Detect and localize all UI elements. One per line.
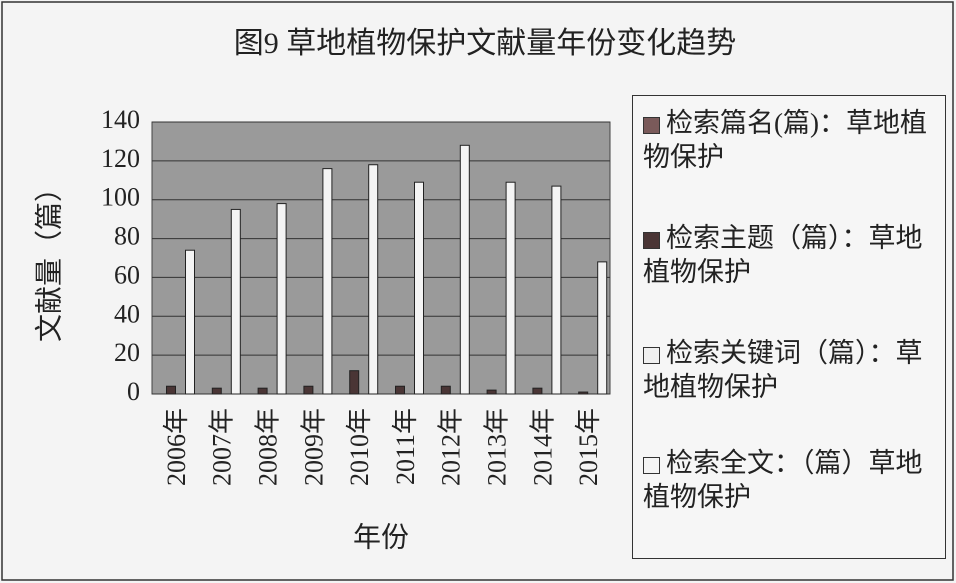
legend-item: 检索全文：（篇）草地植物保护 bbox=[643, 446, 939, 514]
bar bbox=[505, 181, 516, 395]
y-tick-label: 80 bbox=[114, 222, 140, 251]
bar bbox=[486, 389, 497, 395]
bar bbox=[459, 144, 470, 395]
y-tick-label: 40 bbox=[114, 299, 140, 328]
bar bbox=[578, 391, 589, 395]
x-tick-label: 2007年 bbox=[208, 408, 237, 486]
legend-item: 检索篇名(篇)：草地植物保护 bbox=[643, 106, 939, 174]
bar bbox=[597, 261, 608, 395]
y-axis-label: 文献量（篇） bbox=[33, 174, 65, 342]
legend-item: 检索主题（篇）：草地植物保护 bbox=[643, 221, 939, 289]
legend-label: 检索篇名(篇)：草地植物保护 bbox=[643, 108, 927, 172]
x-tick-label: 2011年 bbox=[391, 408, 420, 485]
legend-swatch bbox=[643, 117, 660, 135]
legend-swatch bbox=[643, 457, 660, 475]
x-tick-label: 2015年 bbox=[574, 408, 603, 486]
x-tick-label: 2013年 bbox=[482, 408, 511, 486]
plot-area bbox=[151, 121, 611, 395]
x-tick-label: 2014年 bbox=[528, 408, 557, 486]
y-tick-label: 60 bbox=[114, 260, 140, 289]
bar bbox=[322, 168, 333, 395]
bar bbox=[349, 370, 360, 395]
bar bbox=[230, 208, 241, 395]
bar bbox=[532, 387, 543, 395]
bar bbox=[551, 185, 562, 395]
bar bbox=[414, 181, 424, 395]
bar bbox=[185, 249, 195, 395]
legend-label: 检索关键词（篇）：草地植物保护 bbox=[643, 338, 923, 402]
bar bbox=[303, 385, 314, 395]
y-tick-label: 0 bbox=[127, 377, 140, 406]
legend-swatch bbox=[643, 232, 660, 250]
legend-item: 检索关键词（篇）：草地植物保护 bbox=[643, 336, 939, 404]
x-tick-label: 2009年 bbox=[299, 408, 328, 486]
bar bbox=[276, 203, 287, 395]
x-tick-label: 2006年 bbox=[162, 408, 191, 486]
bar bbox=[440, 385, 451, 395]
x-tick-label: 2010年 bbox=[345, 408, 374, 486]
bar bbox=[368, 164, 379, 395]
x-axis-label: 年份 bbox=[353, 521, 409, 553]
legend-label: 检索全文：（篇）草地植物保护 bbox=[643, 448, 923, 512]
chart-title: 图9 草地植物保护文献量年份变化趋势 bbox=[234, 27, 737, 60]
legend: 检索篇名(篇)：草地植物保护 检索主题（篇）：草地植物保护 检索关键词（篇）：草地植… bbox=[632, 95, 946, 559]
x-tick-label: 2012年 bbox=[437, 408, 466, 486]
bar bbox=[257, 387, 268, 395]
bar bbox=[166, 385, 176, 395]
y-tick-label: 20 bbox=[114, 338, 140, 367]
y-tick-label: 140 bbox=[101, 105, 140, 134]
x-tick-label: 2008年 bbox=[253, 408, 282, 486]
legend-label: 检索主题（篇）：草地植物保护 bbox=[643, 223, 923, 287]
y-tick-label: 120 bbox=[101, 144, 140, 173]
bar bbox=[395, 385, 405, 395]
y-tick-label: 100 bbox=[101, 183, 140, 212]
legend-swatch bbox=[643, 347, 660, 365]
bar bbox=[211, 387, 222, 395]
